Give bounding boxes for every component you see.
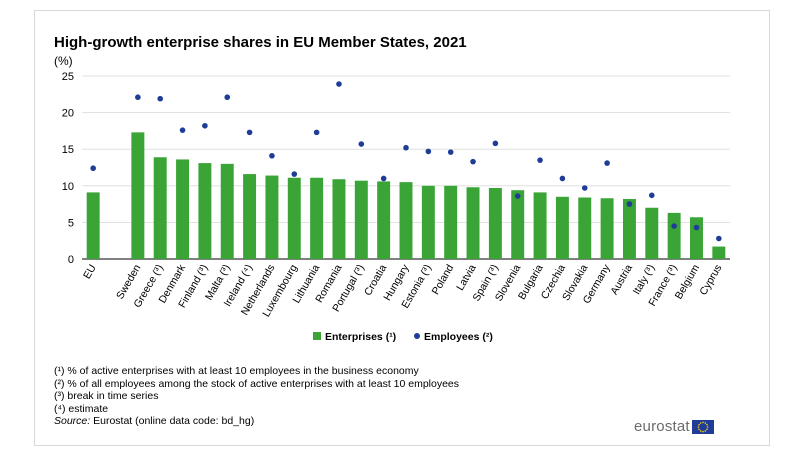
- footnote-1: (¹) % of active enterprises with at leas…: [54, 365, 419, 377]
- bar: [176, 159, 190, 259]
- eurostat-logo: eurostat: [634, 418, 714, 435]
- bar: [153, 157, 167, 259]
- footnote-2: (²) % of all employees among the stock o…: [54, 377, 460, 390]
- employees-dot: [313, 129, 320, 136]
- x-tick-label: Poland: [430, 262, 457, 296]
- bar: [243, 174, 257, 259]
- y-tick-label: 10: [62, 181, 74, 193]
- flag-star: [706, 425, 709, 428]
- bar: [198, 163, 212, 259]
- y-tick-label: 0: [68, 254, 74, 266]
- employees-dot: [403, 144, 409, 151]
- bar: [86, 192, 100, 259]
- legend-swatch-enterprises: [313, 332, 321, 340]
- source-label: Source:: [54, 415, 91, 427]
- bar: [645, 207, 659, 259]
- footnote-4: (⁴) estimate: [54, 402, 109, 415]
- employees-dot: [559, 175, 566, 182]
- flag-star: [705, 428, 708, 430]
- employees-dot: [470, 158, 476, 165]
- employees-dot: [648, 192, 655, 199]
- bar: [354, 180, 368, 259]
- employees-dot: [179, 127, 186, 133]
- employees-dot: [492, 140, 499, 147]
- source-line: Source: Eurostat (online data code: bd_h…: [54, 415, 459, 428]
- employees-dot: [269, 152, 275, 159]
- bar: [131, 132, 145, 259]
- flag-star: [697, 425, 700, 428]
- footnote-3: (³) break in time series: [54, 390, 159, 402]
- bar: [444, 185, 458, 259]
- x-tick-label: Cyprus: [697, 263, 724, 298]
- employees-dot: [626, 201, 633, 207]
- bar: [533, 192, 547, 259]
- employees-dot: [358, 141, 365, 147]
- employees-dot: [246, 129, 253, 136]
- employees-dot: [380, 175, 387, 182]
- employees-dot: [514, 193, 521, 199]
- bar: [511, 190, 525, 259]
- x-tick-label: EU: [81, 263, 99, 282]
- bar: [220, 163, 234, 259]
- employees-dot: [202, 122, 208, 129]
- flag-star: [699, 429, 702, 432]
- employees-dot: [224, 94, 231, 101]
- bar: [578, 197, 592, 259]
- bar: [622, 198, 636, 259]
- bar: [667, 212, 681, 259]
- flag-star: [704, 421, 706, 424]
- flag-star: [704, 429, 706, 432]
- flag-star: [698, 428, 700, 430]
- bar: [555, 196, 569, 259]
- bar: [466, 187, 480, 259]
- employees-dot: [425, 148, 432, 155]
- flag-star: [699, 421, 702, 424]
- employees-dot: [157, 95, 164, 102]
- employees-dot: [537, 157, 543, 163]
- legend-label-enterprises: Enterprises (¹): [325, 331, 396, 343]
- employees-dot: [671, 223, 677, 229]
- bar: [332, 179, 346, 259]
- employees-dot: [693, 224, 700, 231]
- flag-star: [702, 421, 704, 423]
- footnotes: (¹) % of active enterprises with at leas…: [54, 365, 459, 428]
- bar: [287, 177, 301, 259]
- y-tick-label: 20: [62, 108, 74, 120]
- legend-swatch-employees: [414, 333, 420, 339]
- y-axis-unit: (%): [54, 54, 73, 68]
- chart-title: High-growth enterprise shares in EU Memb…: [54, 34, 467, 51]
- employees-dot: [135, 94, 141, 101]
- bar: [377, 181, 391, 259]
- y-tick-label: 5: [68, 217, 74, 229]
- bar: [399, 182, 413, 259]
- employees-dot: [90, 165, 96, 172]
- employees-dot: [581, 185, 588, 191]
- employees-dot: [716, 235, 722, 242]
- bar: [712, 246, 726, 259]
- legend-label-employees: Employees (²): [424, 331, 493, 343]
- y-tick-label: 25: [62, 71, 74, 83]
- bar: [690, 217, 703, 259]
- logo-text: eurostat: [634, 418, 690, 435]
- bar: [265, 175, 279, 259]
- bar: [310, 177, 324, 259]
- y-tick-label: 15: [62, 144, 74, 156]
- employees-dot: [447, 149, 454, 155]
- source-text: Eurostat (online data code: bd_hg): [90, 415, 255, 427]
- employees-dot: [604, 160, 610, 166]
- flag-star: [702, 430, 704, 432]
- bar: [488, 187, 502, 259]
- bar: [600, 198, 614, 259]
- eu-flag-icon: [691, 419, 714, 434]
- flag-star: [705, 423, 708, 425]
- employees-dot: [336, 81, 342, 87]
- employees-dot: [291, 171, 298, 177]
- bar: [421, 185, 435, 259]
- flag-star: [698, 423, 700, 425]
